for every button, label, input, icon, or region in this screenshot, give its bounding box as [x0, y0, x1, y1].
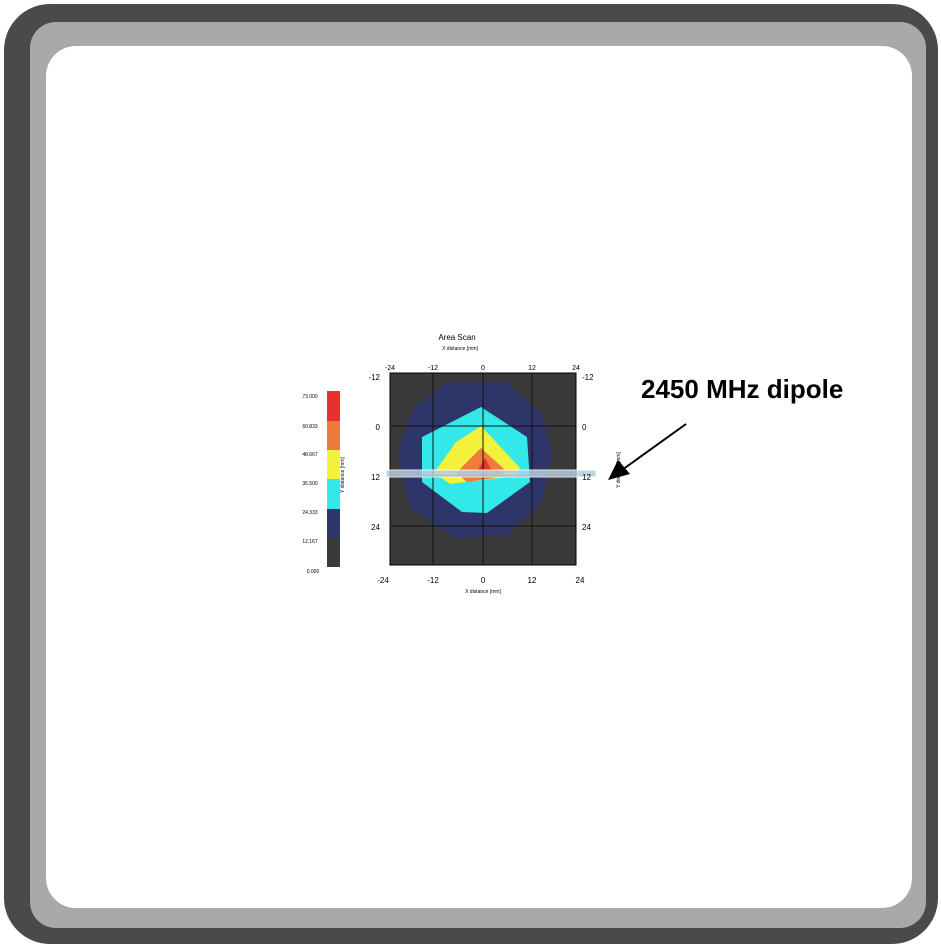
y-tick-right: -12 [582, 373, 594, 382]
legend-label: 60.833 [302, 424, 318, 430]
area-scan-plot: Area Scan X distance [mm] -24 -12 0 12 [280, 330, 640, 610]
legend-swatch [327, 421, 340, 450]
annotation-arrow-icon [608, 423, 687, 480]
scan-x-label-top: X distance [mm] [442, 346, 478, 352]
color-legend: 73.000 60.833 48.667 36.500 24.333 12.16… [302, 391, 340, 575]
x-tick-top: -24 [385, 365, 395, 372]
y-tick-left: 0 [376, 423, 381, 432]
legend-swatch [327, 450, 340, 479]
x-tick-bottom: -12 [427, 576, 439, 585]
x-tick-bottom: 24 [576, 576, 585, 585]
legend-label: 48.667 [302, 452, 318, 458]
legend-label: 24.333 [302, 510, 318, 516]
x-tick-bottom: 0 [481, 576, 486, 585]
y-tick-left: 12 [371, 473, 380, 482]
y-tick-right: 24 [582, 523, 591, 532]
scan-x-label-bottom: X distance [mm] [465, 589, 501, 595]
x-tick-top: 12 [528, 365, 536, 372]
y-tick-right: 0 [582, 423, 587, 432]
legend-label: 12.167 [302, 539, 318, 545]
x-tick-bottom: -24 [377, 576, 389, 585]
legend-label: 73.000 [302, 394, 318, 400]
legend-swatch [327, 391, 340, 421]
x-tick-top: 0 [481, 365, 485, 372]
y-tick-left: -12 [368, 373, 380, 382]
x-tick-top: 24 [572, 365, 580, 372]
legend-label: 0.000 [307, 569, 320, 575]
dipole-position-bar [385, 469, 597, 478]
legend-swatch [327, 509, 340, 538]
scan-title: Area Scan [438, 333, 475, 342]
y-tick-left: 24 [371, 523, 380, 532]
y-tick-right: 12 [582, 473, 591, 482]
x-tick-top: -12 [428, 365, 438, 372]
x-tick-bottom: 12 [528, 576, 537, 585]
legend-swatch [327, 538, 340, 567]
contour-red [478, 458, 491, 470]
y-axis-label-left: Y distance [mm] [340, 457, 346, 493]
legend-swatch [327, 479, 340, 509]
legend-label: 36.500 [302, 481, 318, 487]
dipole-annotation-label: 2450 MHz dipole [641, 374, 844, 404]
